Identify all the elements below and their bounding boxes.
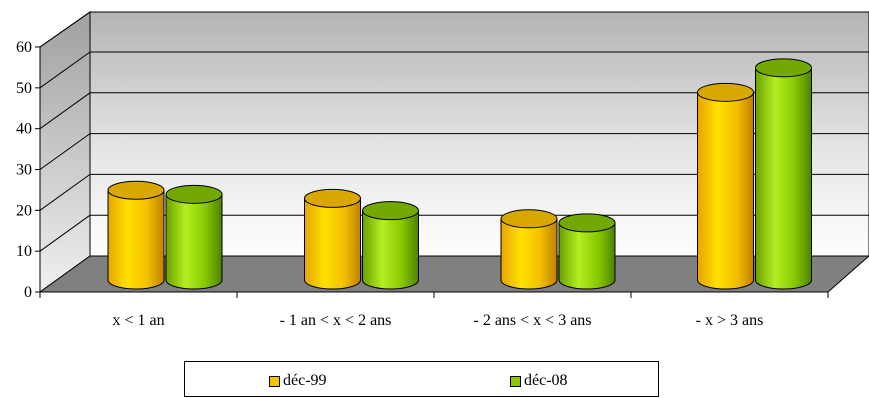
bar-body [755, 67, 812, 290]
x-category-label: x < 1 an [112, 312, 164, 329]
bar-body [107, 189, 165, 290]
bar-body [362, 210, 419, 290]
bar-top [165, 184, 223, 204]
bar-top [304, 188, 361, 208]
bar-dec-08-3 [558, 213, 616, 290]
y-tick-label: 50 [16, 80, 32, 97]
bar-dec-08-1 [165, 184, 223, 290]
bar-top [107, 180, 165, 200]
gridline-side [39, 173, 91, 211]
bar-dec-99-3 [500, 209, 558, 290]
y-axis: 0 10 20 30 40 50 60 [16, 39, 41, 301]
gridline-side [39, 133, 91, 170]
y-tick-label: 0 [24, 284, 32, 301]
bar-body [558, 222, 616, 290]
bar-dec-08-4 [755, 58, 812, 290]
bar-top [697, 82, 754, 102]
bar-dec-08-2 [362, 201, 419, 290]
gridline-side [39, 92, 91, 130]
gridline-side [39, 214, 91, 252]
legend-swatch-dec-08 [510, 375, 521, 387]
gridline-side [39, 51, 91, 89]
x-axis: x < 1 an - 1 an < x < 2 ans - 2 ans < x < … [39, 291, 829, 329]
y-tick-label: 40 [16, 121, 32, 138]
legend-swatch-dec-99 [269, 375, 280, 387]
x-category-label: - 2 ans < x < 3 ans [473, 312, 591, 329]
gridline-side [39, 11, 91, 48]
bar-top [362, 201, 419, 221]
y-tick-label: 30 [16, 162, 32, 179]
bar-dec-99-1 [107, 180, 165, 290]
bar-top [755, 58, 812, 78]
legend-label-dec-99: déc-99 [283, 372, 327, 389]
legend-label-dec-08: déc-08 [524, 372, 568, 389]
bar-dec-99-4 [697, 82, 754, 290]
bar-body [500, 218, 558, 290]
bar-body [304, 197, 361, 290]
x-category-label: - x > 3 ans [696, 312, 764, 329]
bar-top [500, 209, 558, 229]
bar-dec-99-2 [304, 188, 361, 290]
x-category-label: - 1 an < x < 2 ans [280, 312, 392, 329]
legend-item-dec-08: déc-08 [510, 372, 568, 390]
y-tick-label: 10 [16, 243, 32, 260]
legend-item-dec-99: déc-99 [269, 372, 327, 390]
bar-top [558, 213, 616, 233]
y-tick-label: 60 [16, 39, 32, 56]
y-tick-label: 20 [16, 202, 32, 219]
bar-body [165, 193, 223, 290]
legend: déc-99 déc-08 [184, 361, 659, 397]
bars [107, 58, 812, 290]
bar-body [697, 91, 754, 290]
